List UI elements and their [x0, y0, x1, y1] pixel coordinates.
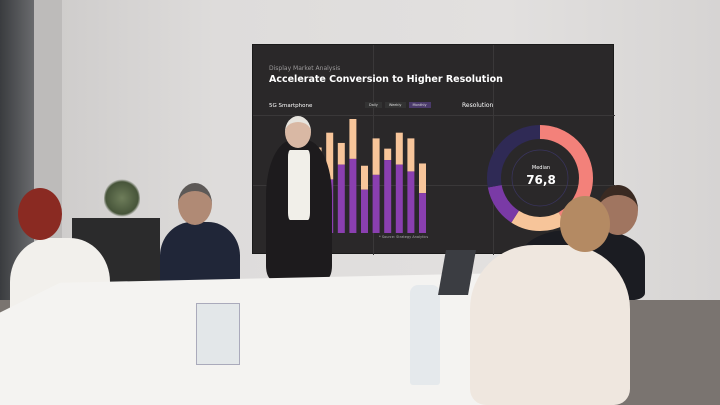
attendee-right-front-head — [560, 196, 610, 252]
bar-lower-segment — [395, 164, 403, 233]
water-bottle — [410, 285, 440, 385]
presenter-shirt — [288, 150, 310, 220]
bar-lower-segment — [337, 164, 345, 233]
bar-upper-segment — [395, 132, 403, 165]
bar-lower-segment — [349, 158, 357, 233]
attendee-suit-head — [178, 183, 212, 225]
median-value: 76,8 — [526, 173, 556, 187]
median-label: Median — [531, 165, 551, 171]
bar-lower-segment — [372, 174, 380, 233]
source-note: * Source: Strategy Analytics — [379, 235, 429, 239]
dashboard-subtitle: Display Market Analysis — [269, 65, 341, 72]
bar-section-title: 5G Smartphone — [269, 103, 313, 109]
tab-weekly: Weekly — [384, 102, 406, 108]
donut-segment — [487, 125, 593, 231]
water-pitcher — [196, 303, 240, 365]
bar-lower-segment — [384, 160, 392, 233]
bar-upper-segment — [419, 163, 426, 194]
bar-upper-segment — [407, 138, 415, 172]
donut-section-title: Resolution — [462, 102, 494, 109]
bar-lower-segment — [419, 193, 426, 233]
donut-segment — [487, 125, 593, 231]
bar-upper-segment — [326, 132, 334, 180]
bar-upper-segment — [384, 148, 392, 161]
tab-daily: Daily — [365, 102, 382, 108]
bar-upper-segment — [361, 165, 368, 190]
donut-inner-ring — [511, 149, 569, 207]
bar-upper-segment — [337, 142, 345, 165]
plant — [104, 178, 140, 218]
bar-upper-segment — [349, 119, 357, 159]
attendee-left-head — [18, 188, 62, 240]
period-tabs: Daily Weekly Monthly — [365, 102, 431, 108]
tab-monthly: Monthly — [408, 102, 431, 108]
dashboard-title: Accelerate Conversion to Higher Resoluti… — [269, 74, 503, 85]
attendee-right-front — [470, 245, 630, 405]
bar-lower-segment — [361, 189, 368, 233]
bar-lower-segment — [407, 171, 415, 233]
presenter-head — [285, 116, 311, 148]
bar-upper-segment — [372, 138, 380, 175]
